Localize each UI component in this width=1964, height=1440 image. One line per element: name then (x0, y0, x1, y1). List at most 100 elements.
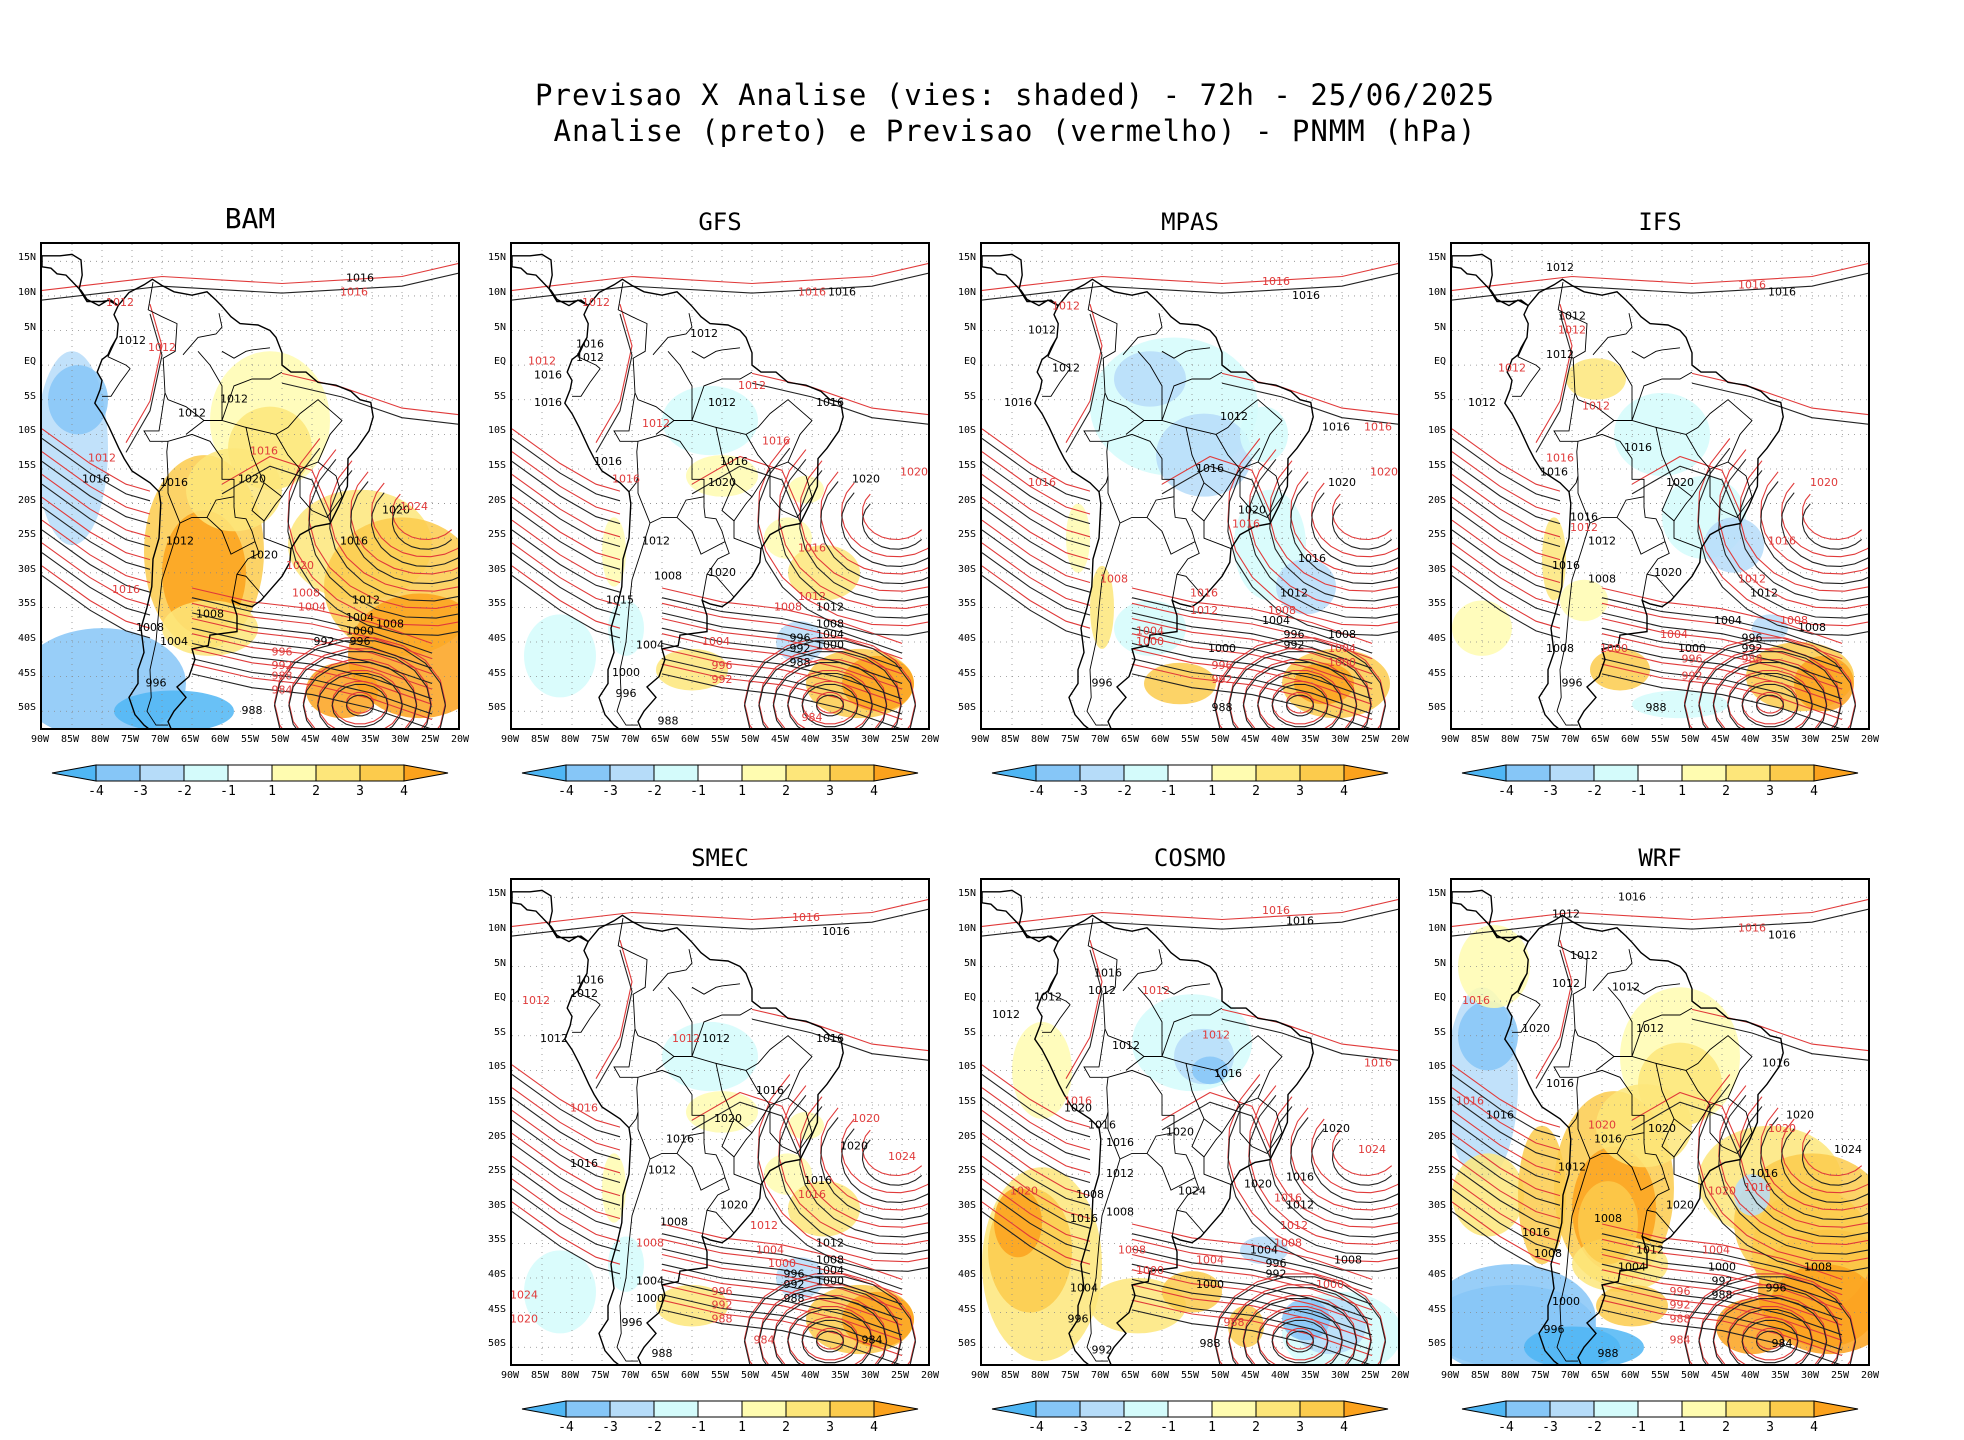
central-america-coast (512, 253, 589, 307)
lat-tick-label: 35S (17, 598, 36, 610)
isobar-line (1271, 1319, 1329, 1364)
colorbar-label: -3 (1542, 1420, 1558, 1435)
isobar-label: 988 (272, 670, 293, 683)
isobar-label: 1016 (1286, 1171, 1314, 1184)
country-border (1104, 392, 1145, 421)
isobar-label: 1016 (1456, 1095, 1484, 1108)
isobar-line (1601, 673, 1841, 728)
isobar-line (1712, 1295, 1828, 1364)
lat-tick-label: 15S (957, 459, 976, 471)
isobar-label: 1016 (1552, 559, 1580, 572)
isobar-label: 1012 (1286, 1198, 1314, 1211)
bias-shade (602, 1153, 626, 1223)
lat-tick-label: 30S (957, 563, 976, 575)
lat-tick-label: 5N (493, 957, 506, 969)
isobar-label: 1016 (1750, 1167, 1778, 1180)
isobar-line (982, 496, 1091, 561)
isobar-line (799, 1106, 928, 1238)
lat-tick-label: EQ (23, 356, 36, 368)
bias-shade (662, 385, 758, 456)
isobar-line (1331, 1129, 1393, 1177)
map-panel-ifs: IFS 1012 1016 1016 1012 1012 1012 1012 1012 1012 1… (1428, 208, 1879, 800)
lon-tick-label: 20W (1860, 1370, 1880, 1381)
lat-tick-label: 5N (963, 957, 976, 969)
isobar-label: 988 (790, 656, 811, 669)
isobar-label: 1016 (666, 1133, 694, 1146)
isobar-line (661, 648, 903, 705)
isobar-label: 1016 (1486, 1108, 1514, 1121)
bias-shade (994, 1188, 1042, 1258)
colorbar-swatch (653, 764, 699, 782)
map-frame: 1016 1016 1016 1012 1012 1012 1012 1012 1012 1016… (980, 878, 1400, 1366)
isobar-line (1213, 640, 1387, 728)
colorbar: -4 -3 -2 -1 1 2 3 4 (1460, 764, 1860, 804)
isobar-line (512, 1110, 621, 1174)
isobar-line (661, 1248, 903, 1305)
country-border (221, 371, 283, 421)
colorbar-arrow-right (1813, 764, 1859, 782)
lat-tick-label: 25S (1427, 529, 1446, 541)
isobar-line (1242, 1298, 1358, 1364)
isobar-label: 1000 (636, 1292, 664, 1305)
isobar-line (1601, 587, 1843, 644)
colorbar-swatch (1255, 1400, 1301, 1418)
bias-shade (1578, 1181, 1638, 1265)
map-panel-mpas: MPAS 1016 1016 1012 1012 1012 1016 1012 1016 1016… (958, 208, 1409, 800)
isobar-label: 996 (1682, 652, 1703, 665)
isobar-label: 1008 (816, 618, 844, 631)
colorbar-svg (991, 764, 1389, 782)
isobar-label: 984 (1670, 1333, 1691, 1346)
map-frame: 1016 1016 1012 1012 1016 1012 1012 1016 1012 1012… (510, 242, 930, 730)
isobar-label: 1012 (1546, 348, 1574, 361)
isobar-line (1131, 1223, 1373, 1280)
colorbar-svg (51, 764, 449, 782)
colorbar-arrow-right (1343, 764, 1389, 782)
colorbar-arrow-left (51, 764, 97, 782)
country-border (1203, 1156, 1232, 1186)
isobar-label: 1016 (1744, 1181, 1772, 1194)
colorbar-swatch (1167, 1400, 1213, 1418)
lat-tick-label: 10S (957, 1061, 976, 1073)
isobar-line (1697, 1083, 1868, 1272)
isobar-label: 1012 (1498, 362, 1526, 375)
isobar-label: 1020 (1666, 476, 1694, 489)
country-border (1239, 461, 1283, 518)
lon-tick-label: 50W (1680, 734, 1700, 745)
isobar-label: 988 (712, 1313, 733, 1326)
colorbar-label: -4 (88, 784, 104, 799)
isobar-label: 1008 (1118, 1243, 1146, 1256)
country-border (1595, 1056, 1657, 1071)
panel-title: COSMO (1153, 844, 1227, 872)
lon-tick-label: 70W (1560, 1370, 1580, 1381)
lon-tick-label: 20W (450, 734, 470, 745)
lon-tick-label: 85W (1470, 734, 1490, 745)
isobar-line (191, 627, 433, 685)
lat-tick-label: 50S (1427, 1338, 1446, 1350)
colorbar-label: 4 (1340, 784, 1348, 799)
isobar-label: 1016 (1768, 285, 1796, 298)
colorbar-label: 1 (268, 784, 276, 799)
isobar-label: 1020 (1522, 1022, 1550, 1035)
isobar-line (512, 575, 621, 639)
isobar-line (1697, 438, 1868, 627)
isobar-line (661, 1309, 901, 1364)
lat-tick-label: 40S (487, 1269, 506, 1280)
isobar-line (1131, 1309, 1371, 1364)
isobar-line (287, 438, 458, 627)
country-border (1595, 420, 1657, 435)
colorbar-label: 1 (1208, 1420, 1216, 1435)
isobar-label: 1012 (1280, 1219, 1308, 1232)
isobar-label: 1012 (1028, 324, 1056, 337)
isobar-label: 1004 (346, 611, 374, 624)
colorbar-swatch (271, 764, 317, 782)
country-border (617, 282, 648, 393)
country-border (628, 475, 639, 493)
lon-tick-label: 35W (1770, 1370, 1790, 1381)
isobar-label: 1016 (1762, 1056, 1790, 1069)
isobar-line (595, 304, 633, 443)
isobar-label: 1016 (1322, 420, 1350, 433)
isobar-line (661, 627, 903, 685)
lon-tick-label: 65W (650, 1370, 670, 1381)
lat-tick-label: 45S (487, 667, 506, 679)
lon-tick-label: 85W (1470, 1370, 1490, 1381)
